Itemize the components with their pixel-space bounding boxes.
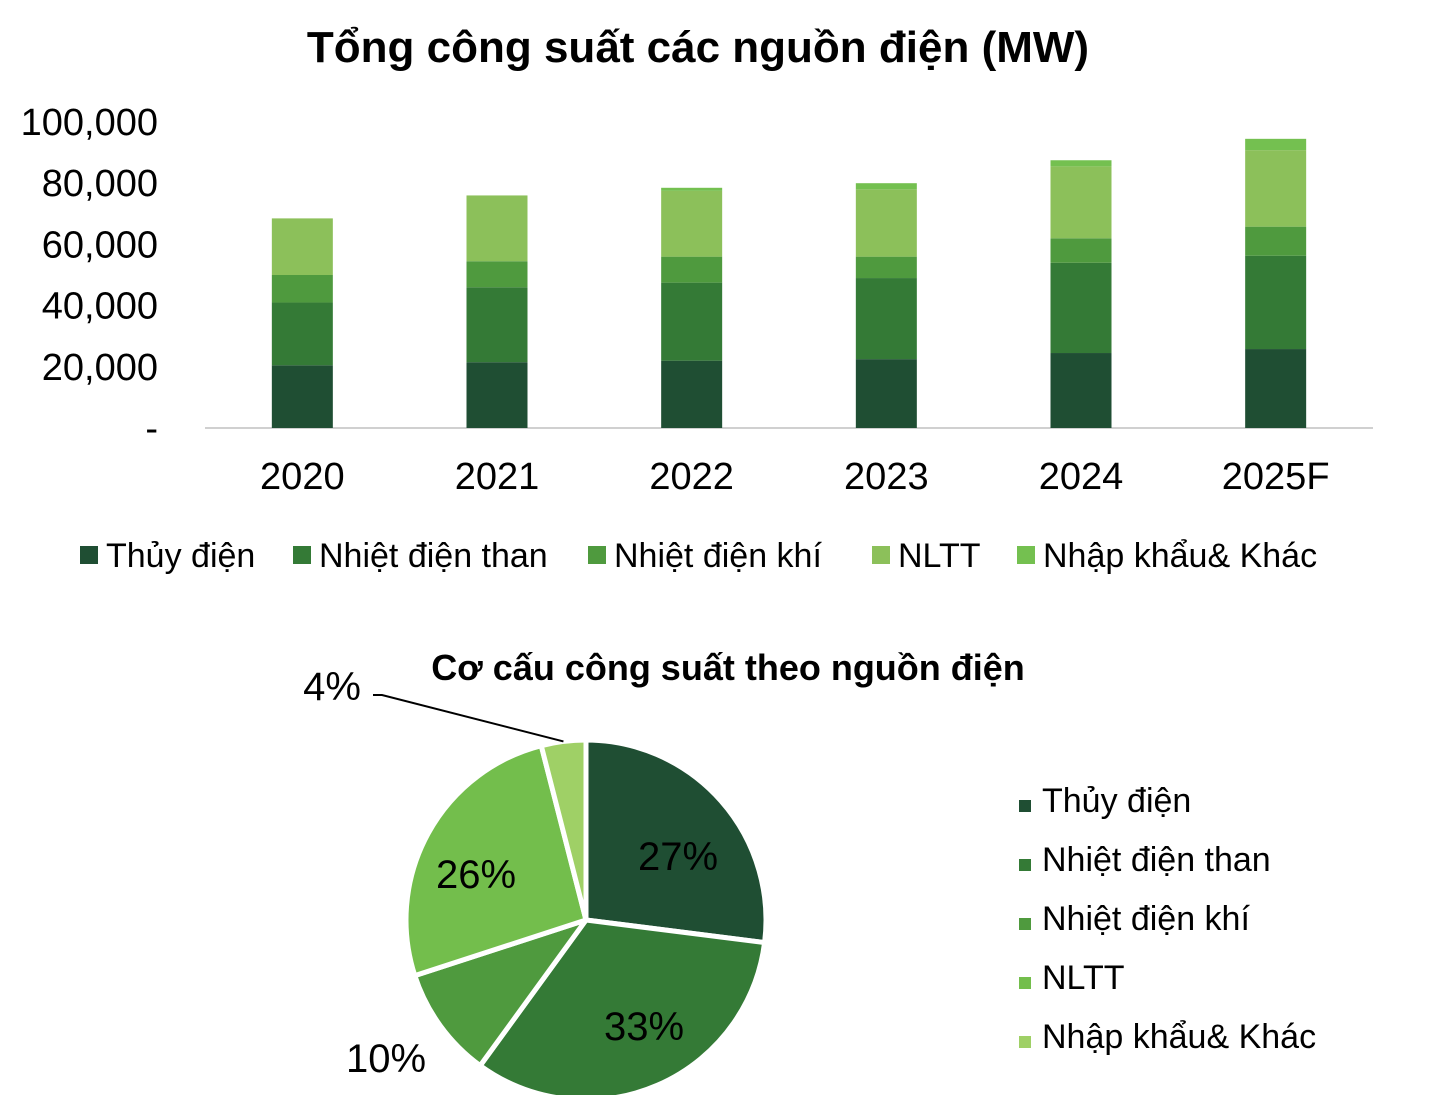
- x-tick-label: 2021: [455, 456, 540, 498]
- y-tick-label: 60,000: [42, 224, 158, 266]
- bar-segment: [271, 275, 333, 303]
- legend-swatch: [1019, 977, 1031, 989]
- legend-swatch: [1017, 546, 1035, 564]
- x-tick-label: 2023: [844, 456, 929, 498]
- bar-segment: [661, 256, 723, 283]
- legend-label: Thủy điện: [1042, 782, 1191, 820]
- bar-segment: [1050, 160, 1112, 167]
- bar-chart-title: Tổng công suất các nguồn điện (MW): [307, 23, 1089, 72]
- pie-data-label: 4%: [303, 665, 361, 709]
- pie-labels: 27% 33% 10% 26% 4%: [303, 665, 718, 1081]
- y-tick-label: 100,000: [21, 102, 158, 144]
- bar-segment: [1050, 238, 1112, 263]
- bar-segment: [855, 278, 917, 360]
- bar-x-axis: 2020 2021 2022 2023 2024 2025F: [260, 456, 1329, 498]
- legend-swatch: [588, 546, 606, 564]
- pie-slice: [538, 737, 589, 923]
- y-tick-label: 40,000: [42, 286, 158, 328]
- x-tick-label: 2020: [260, 456, 345, 498]
- bar-segment: [855, 183, 917, 190]
- y-tick-label: 80,000: [42, 163, 158, 205]
- bar-segment: [466, 195, 528, 262]
- legend-swatch: [1019, 859, 1031, 871]
- bar-segment: [1245, 138, 1307, 151]
- pie-data-label: 10%: [346, 1037, 426, 1081]
- bar-segment: [466, 261, 528, 288]
- pie-data-label: 26%: [436, 853, 516, 897]
- bar-segment: [1245, 150, 1307, 227]
- legend-label: Nhiệt điện than: [319, 537, 548, 575]
- bar-legend: Thủy điện Nhiệt điện than Nhiệt điện khí NL…: [80, 537, 1317, 575]
- legend-swatch: [872, 546, 890, 564]
- x-tick-label: 2022: [649, 456, 734, 498]
- bar-segment: [466, 362, 528, 428]
- pie-data-label: 27%: [638, 835, 718, 879]
- legend-label: Nhiệt điện khí: [614, 537, 822, 575]
- bar-segment: [661, 187, 723, 191]
- legend-label: Thủy điện: [106, 537, 255, 575]
- bar-segment: [466, 287, 528, 363]
- bar-segment: [1050, 166, 1112, 239]
- legend-label: Nhiệt điện than: [1042, 841, 1271, 879]
- pie-plot-area: [403, 737, 769, 1095]
- legend-label: NLTT: [898, 537, 980, 575]
- legend-label: Nhiệt điện khí: [1042, 900, 1250, 938]
- pie-slice: [477, 917, 768, 1095]
- bar-segment: [271, 302, 333, 366]
- pie-chart-title: Cơ cấu công suất theo nguồn điện: [431, 647, 1025, 688]
- bar-segment: [855, 359, 917, 428]
- bar-y-axis: - 20,000 40,000 60,000 80,000 100,000: [21, 102, 158, 450]
- legend-swatch: [80, 546, 98, 564]
- bar-segment: [271, 218, 333, 275]
- bar-segment: [1245, 349, 1307, 428]
- bar-segment: [661, 282, 723, 361]
- pie-slice: [583, 737, 769, 946]
- bar-segment: [855, 256, 917, 279]
- pie-slice: [403, 743, 589, 979]
- bar-segment: [661, 360, 723, 428]
- pie-data-label: 33%: [604, 1005, 684, 1049]
- bar-plot-area: [271, 138, 1307, 428]
- legend-swatch: [293, 546, 311, 564]
- legend-swatch: [1019, 1036, 1031, 1048]
- bar-segment: [855, 189, 917, 257]
- bar-segment: [661, 190, 723, 257]
- bar-segment: [1050, 262, 1112, 354]
- legend-swatch: [1019, 918, 1031, 930]
- pie-leader-line: [373, 694, 564, 743]
- bar-segment: [1245, 255, 1307, 350]
- y-tick-label: 20,000: [42, 347, 158, 389]
- y-tick-label: -: [145, 408, 158, 450]
- bar-segment: [1050, 353, 1112, 428]
- pie-slice: [412, 917, 589, 1069]
- legend-label: NLTT: [1042, 959, 1124, 997]
- pie-legend: Thủy điện Nhiệt điện than Nhiệt điện khí NL…: [1019, 782, 1316, 1056]
- bar-segment: [1245, 226, 1307, 256]
- legend-swatch: [1019, 800, 1031, 812]
- x-tick-label: 2025F: [1222, 456, 1330, 498]
- bar-segment: [271, 365, 333, 428]
- legend-label: Nhập khẩu& Khác: [1043, 537, 1317, 575]
- legend-label: Nhập khẩu& Khác: [1042, 1018, 1316, 1056]
- x-tick-label: 2024: [1039, 456, 1124, 498]
